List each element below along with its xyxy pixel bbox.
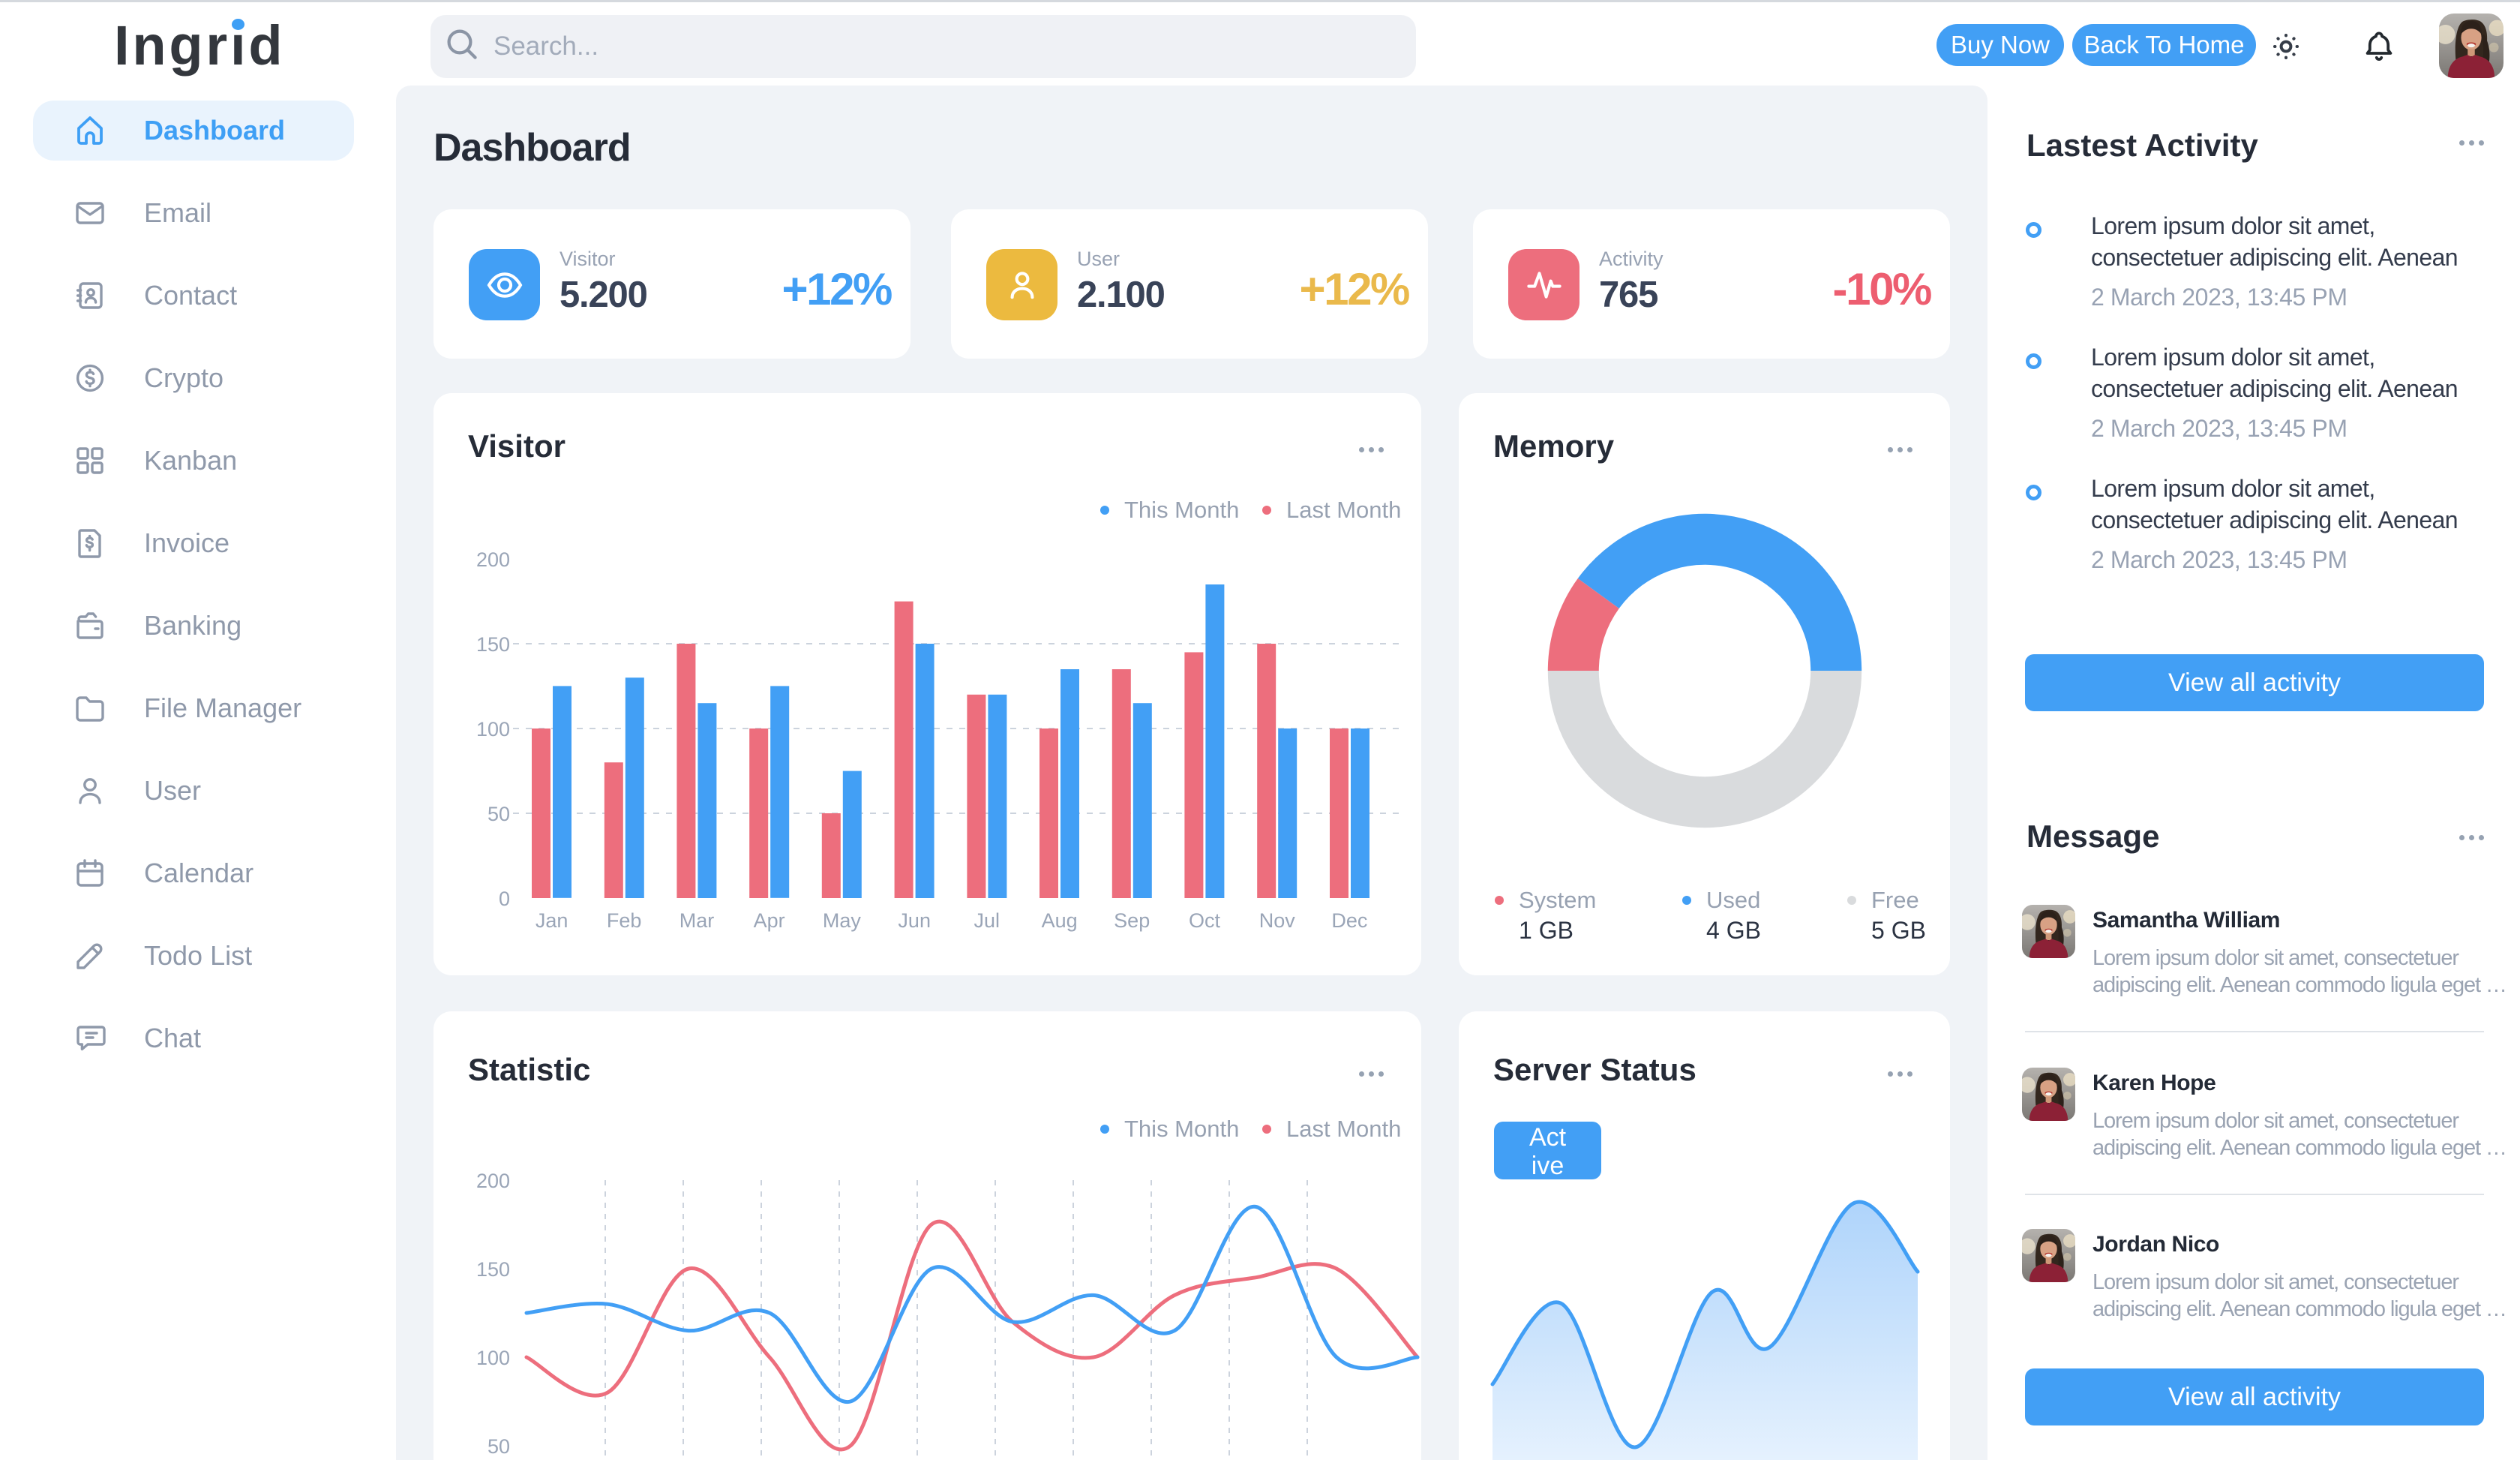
svg-text:150: 150: [476, 1258, 510, 1281]
svg-text:Jun: Jun: [898, 909, 931, 932]
svg-text:Dec: Dec: [1331, 909, 1367, 932]
svg-text:May: May: [823, 909, 862, 932]
svg-text:Aug: Aug: [1042, 909, 1078, 932]
svg-text:Oct: Oct: [1189, 909, 1221, 932]
svg-text:50: 50: [488, 1435, 510, 1458]
svg-text:Apr: Apr: [754, 909, 785, 932]
svg-text:0: 0: [499, 888, 510, 910]
svg-text:Nov: Nov: [1259, 909, 1296, 932]
svg-text:Sep: Sep: [1114, 909, 1150, 932]
svg-text:Jul: Jul: [974, 909, 1000, 932]
svg-text:Jan: Jan: [536, 909, 568, 932]
svg-text:150: 150: [476, 633, 510, 656]
svg-text:Mar: Mar: [680, 909, 715, 932]
svg-text:200: 200: [476, 1170, 510, 1192]
svg-text:100: 100: [476, 1347, 510, 1369]
svg-text:200: 200: [476, 548, 510, 571]
svg-text:50: 50: [488, 803, 510, 825]
svg-text:100: 100: [476, 718, 510, 741]
svg-text:Feb: Feb: [607, 909, 642, 932]
